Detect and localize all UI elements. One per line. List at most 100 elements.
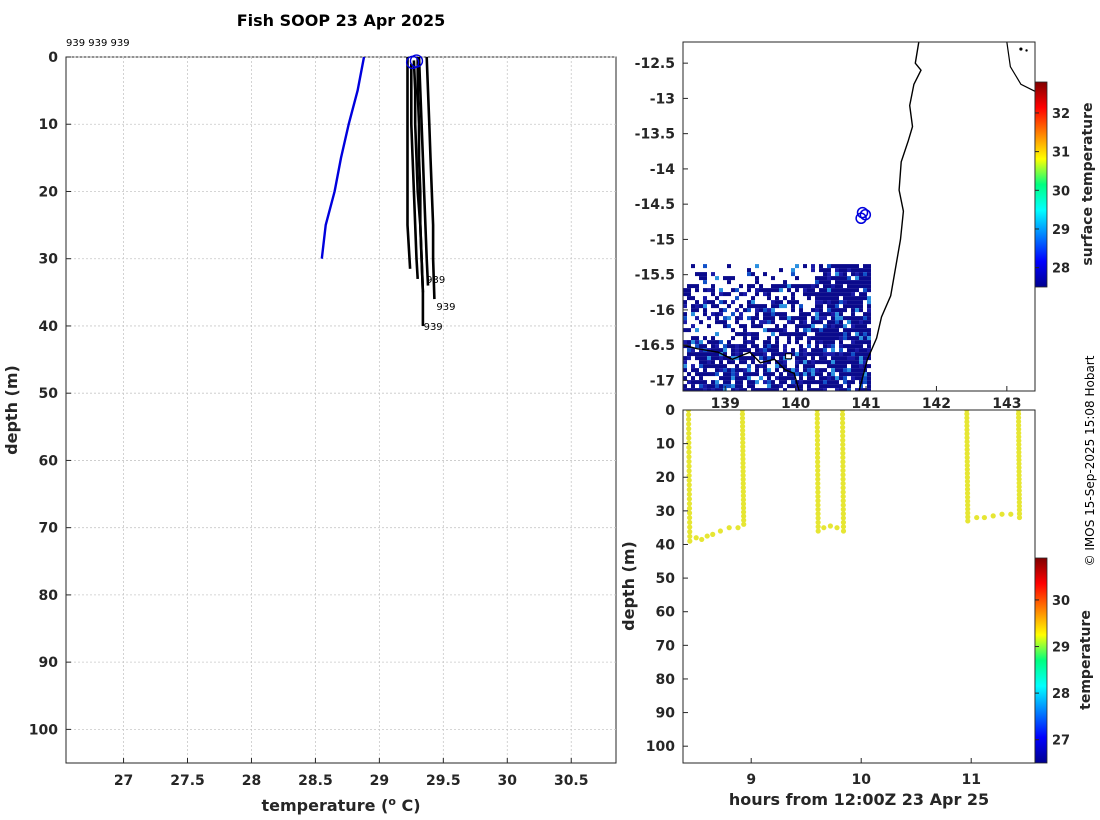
map-sst-pixel — [747, 376, 751, 381]
section-data-point — [840, 506, 846, 513]
map-sst-pixel — [779, 376, 783, 381]
map-sst-pixel — [787, 288, 791, 293]
map-sst-pixel — [723, 316, 727, 321]
map-sst-pixel — [847, 344, 851, 349]
map-sst-pixel — [831, 332, 835, 337]
section-data-point — [1016, 484, 1022, 490]
map-sst-pixel — [775, 340, 779, 345]
map-sst-pixel — [691, 376, 695, 381]
map-sst-pixel — [863, 288, 867, 293]
map-y-tick-label: -16 — [650, 303, 675, 319]
section-x-axis-label: hours from 12:00Z 23 Apr 25 — [729, 790, 989, 809]
map-sst-pixel — [751, 352, 755, 357]
section-data-point — [740, 460, 746, 466]
map-sst-pixel — [851, 360, 855, 365]
section-data-point — [741, 513, 747, 519]
map-sst-pixel — [843, 308, 847, 313]
map-sst-pixel — [859, 324, 863, 329]
map-sst-pixel — [803, 284, 807, 289]
map-sst-pixel — [755, 352, 759, 357]
map-sst-pixel — [867, 268, 871, 273]
section-y-tick-label: 90 — [656, 706, 676, 722]
map-sst-pixel — [747, 288, 751, 293]
map-sst-pixel — [811, 388, 815, 391]
map-sst-pixel — [827, 380, 831, 385]
map-sst-pixel — [819, 376, 823, 381]
map-sst-pixel — [811, 328, 815, 333]
map-sst-pixel — [767, 312, 771, 317]
map-sst-pixel — [791, 296, 795, 301]
map-sst-pixel — [731, 384, 735, 389]
map-sst-pixel — [731, 288, 735, 293]
map-sst-pixel — [755, 380, 759, 385]
map-y-tick-label: -16.5 — [635, 338, 675, 354]
map-sst-pixel — [771, 332, 775, 337]
section-data-point — [1016, 457, 1022, 463]
map-sst-pixel — [839, 268, 843, 273]
map-sst-pixel — [759, 348, 763, 353]
map-sst-pixel — [695, 356, 699, 361]
map-sst-pixel — [867, 312, 871, 317]
map-sst-pixel — [843, 272, 847, 277]
section-points — [685, 410, 1023, 544]
profile-y-tick-label: 50 — [39, 386, 59, 402]
profile-axes-box — [65, 56, 617, 764]
map-sst-pixel — [867, 336, 871, 341]
map-sst-pixel — [767, 372, 771, 377]
map-sst-pixel — [735, 316, 739, 321]
map-sst-pixel — [803, 380, 807, 385]
map-sst-pixel — [819, 328, 823, 333]
map-sst-pixel — [835, 360, 839, 365]
map-sst-pixel — [819, 292, 823, 297]
map-sst-pixel — [855, 372, 859, 377]
map-sst-pixel — [863, 264, 867, 269]
map-sst-pixel — [823, 296, 827, 301]
section-y-tick-label: 50 — [656, 571, 676, 587]
map-sst-pixel — [751, 300, 755, 305]
section-data-point — [1016, 453, 1022, 459]
map-sst-pixel — [867, 380, 871, 385]
map-sst-pixel — [851, 380, 855, 385]
map-sst-pixel — [771, 380, 775, 385]
map-sst-pixel — [763, 288, 767, 293]
map-ship-marker — [856, 206, 869, 219]
map-colorbar-tick-label: 31 — [1052, 146, 1070, 161]
map-sst-pixel — [739, 332, 743, 337]
map-y-ticks: -12.5 -13 -13.5 -14 -14.5 -15 -15.5 -16 -16.5 -17 — [635, 56, 688, 389]
map-sst-pixel — [851, 348, 855, 353]
map-sst-pixel — [803, 320, 807, 325]
map-sst-pixel — [771, 312, 775, 317]
map-sst-pixel — [771, 352, 775, 357]
map-sst-pixel — [711, 292, 715, 297]
map-sst-pixel — [775, 304, 779, 309]
section-data-point — [815, 528, 821, 534]
map-sst-pixel — [779, 356, 783, 361]
map-sst-pixel — [863, 272, 867, 277]
map-sst-pixel — [691, 284, 695, 289]
map-sst-pixel — [747, 372, 751, 377]
map-x-tick-label: 140 — [781, 396, 810, 412]
section-data-point — [1016, 511, 1023, 517]
map-sst-pixel — [835, 352, 839, 357]
map-sst-pixel — [819, 368, 823, 373]
section-data-point — [834, 525, 840, 531]
map-sst-pixel — [835, 296, 839, 301]
section-data-point — [840, 493, 846, 500]
map-sst-pixel — [859, 320, 863, 325]
map-sst-pixel — [723, 348, 727, 353]
map-sst-pixel — [715, 316, 719, 321]
map-sst-pixel — [687, 356, 691, 361]
map-sst-pixel — [763, 272, 767, 277]
map-sst-pixel — [783, 380, 787, 385]
map-sst-pixel — [859, 352, 863, 357]
map-sst-pixel — [803, 328, 807, 333]
map-sst-pixel — [751, 272, 755, 277]
map-sst-pixel — [791, 320, 795, 325]
map-sst-pixel — [759, 352, 763, 357]
section-data-point — [1016, 468, 1022, 475]
map-sst-pixel — [703, 360, 707, 365]
section-x-tick-label: 9 — [746, 772, 756, 788]
map-sst-pixel — [779, 352, 783, 357]
map-sst-pixel — [867, 280, 871, 285]
map-sst-pixel — [707, 300, 711, 305]
